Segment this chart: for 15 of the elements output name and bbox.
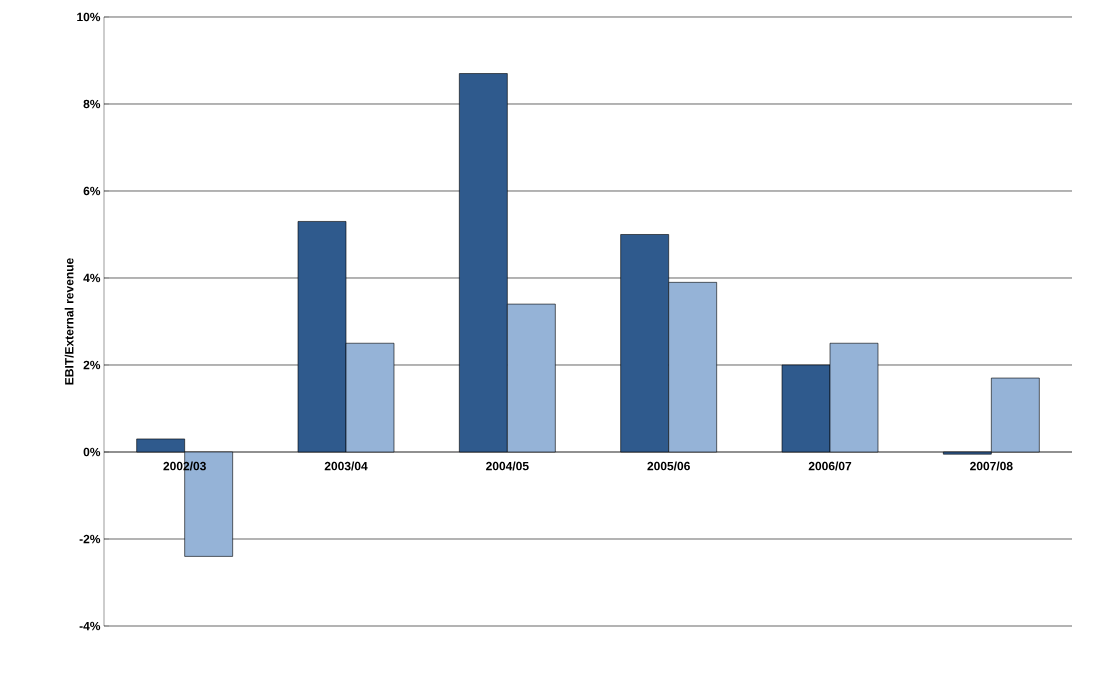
y-tick-label: 10% xyxy=(77,12,101,22)
y-tick-label: -2% xyxy=(79,534,101,544)
y-tick-label: 2% xyxy=(83,360,101,370)
y-tick-label: 6% xyxy=(83,186,101,196)
y-tick-label: 8% xyxy=(83,99,101,109)
x-tick-label: 2003/04 xyxy=(324,461,368,471)
y-tick-label: -4% xyxy=(79,621,101,631)
x-tick-label: 2006/07 xyxy=(808,461,852,471)
x-tick-label: 2002/03 xyxy=(163,461,206,471)
x-tick-label: 2007/08 xyxy=(970,461,1013,471)
y-axis-title: EBIT/External revenue xyxy=(64,258,74,385)
x-tick-label: 2005/06 xyxy=(647,461,690,471)
x-tick-label: 2004/05 xyxy=(486,461,529,471)
y-tick-label: 4% xyxy=(83,273,101,283)
y-tick-label: 0% xyxy=(83,447,101,457)
